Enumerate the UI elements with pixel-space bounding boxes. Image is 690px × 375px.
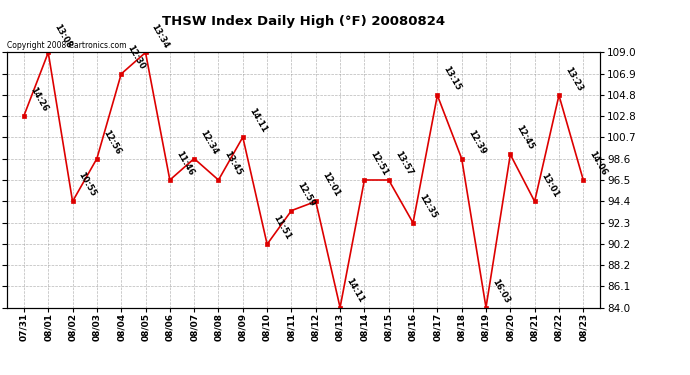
Text: 14:11: 14:11 xyxy=(247,106,268,134)
Text: 13:23: 13:23 xyxy=(563,65,584,93)
Text: 13:08: 13:08 xyxy=(52,22,73,50)
Text: 12:51: 12:51 xyxy=(368,150,390,177)
Text: 13:45: 13:45 xyxy=(223,150,244,177)
Text: 12:34: 12:34 xyxy=(198,128,219,156)
Text: 13:57: 13:57 xyxy=(393,150,414,177)
Text: 12:59: 12:59 xyxy=(295,180,317,208)
Text: 12:45: 12:45 xyxy=(515,124,535,152)
Text: 13:01: 13:01 xyxy=(539,171,560,199)
Text: 16:03: 16:03 xyxy=(490,277,511,305)
Text: 13:15: 13:15 xyxy=(442,65,463,93)
Text: 14:11: 14:11 xyxy=(344,277,366,305)
Text: 12:30: 12:30 xyxy=(126,44,146,71)
Text: 12:56: 12:56 xyxy=(101,128,122,156)
Text: 12:01: 12:01 xyxy=(320,171,341,199)
Text: 11:51: 11:51 xyxy=(271,214,293,242)
Text: 11:46: 11:46 xyxy=(174,150,195,177)
Text: 14:06: 14:06 xyxy=(587,150,609,177)
Text: 14:26: 14:26 xyxy=(28,85,49,113)
Text: 13:34: 13:34 xyxy=(150,22,171,50)
Text: Copyright 2008 Cartronics.com: Copyright 2008 Cartronics.com xyxy=(7,41,126,50)
Text: 10:55: 10:55 xyxy=(77,171,98,199)
Text: 12:39: 12:39 xyxy=(466,128,487,156)
Text: THSW Index Daily High (°F) 20080824: THSW Index Daily High (°F) 20080824 xyxy=(162,15,445,28)
Text: 12:35: 12:35 xyxy=(417,192,438,220)
